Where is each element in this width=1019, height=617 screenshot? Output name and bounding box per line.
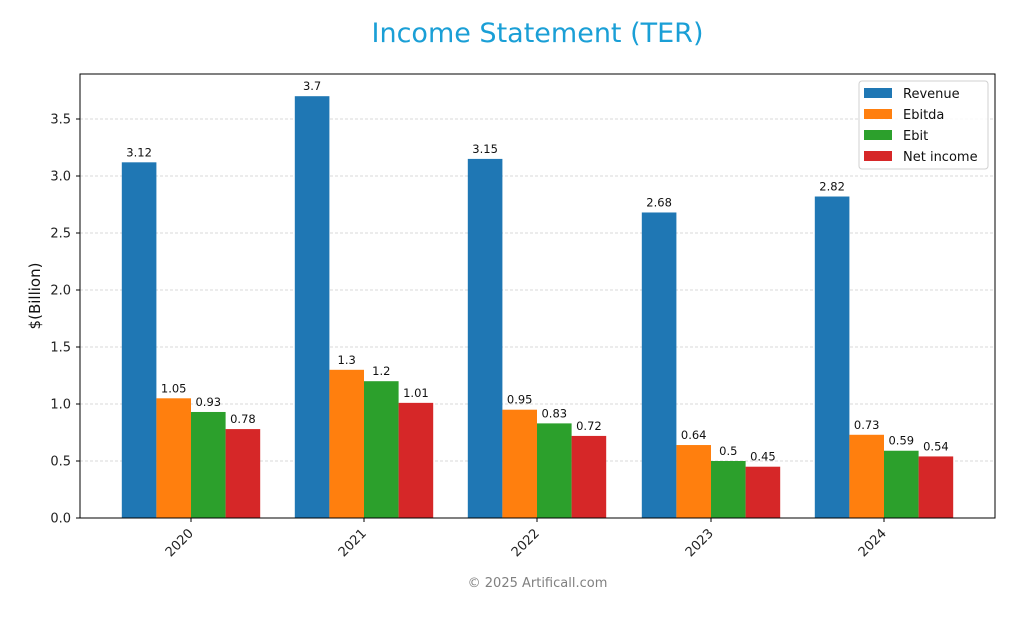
bar-net-income — [918, 456, 954, 518]
x-tick-label: 2023 — [683, 526, 717, 560]
bar-value-label: 0.73 — [854, 418, 880, 432]
y-axis-label: $(Billion) — [26, 263, 44, 330]
bar-value-label: 0.54 — [923, 439, 949, 453]
bar-value-label: 3.15 — [472, 142, 498, 156]
x-tick-label: 2022 — [509, 526, 543, 560]
bar-value-label: 1.01 — [403, 386, 429, 400]
bar-value-label: 0.93 — [195, 395, 221, 409]
bar-ebitda — [502, 409, 537, 518]
legend-label: Net income — [903, 150, 978, 165]
y-tick-label: 0.0 — [50, 512, 71, 527]
plot-frame — [79, 73, 996, 519]
bar-value-label: 1.05 — [161, 381, 187, 395]
bar-ebitda — [676, 445, 711, 518]
bar-ebitda — [329, 369, 364, 518]
x-tick-label: 2021 — [336, 526, 370, 560]
y-tick-label: 1.5 — [50, 341, 71, 356]
bar-value-label: 3.7 — [303, 79, 321, 93]
bar-revenue — [814, 196, 850, 518]
legend-label: Ebit — [903, 129, 928, 144]
bar-value-label: 2.82 — [819, 180, 845, 194]
legend-label: Revenue — [903, 87, 960, 102]
bar-revenue — [294, 96, 330, 518]
y-tick-label: 3.0 — [50, 170, 71, 185]
bar-ebitda — [156, 398, 191, 518]
legend-swatch — [864, 151, 892, 161]
bar-value-label: 0.64 — [681, 428, 707, 442]
y-tick-label: 3.5 — [50, 113, 71, 128]
chart-title: Income Statement (TER) — [371, 18, 704, 49]
bar-ebit — [191, 411, 226, 518]
bar-value-label: 0.59 — [888, 434, 914, 448]
legend-swatch — [864, 88, 892, 98]
legend — [858, 80, 989, 170]
bar-ebitda — [849, 434, 884, 518]
bar-value-label: 0.78 — [230, 412, 256, 426]
bar-value-label: 0.45 — [750, 450, 776, 464]
bar-ebit — [884, 450, 919, 518]
bar-value-label: 0.83 — [541, 406, 567, 420]
bar-value-label: 0.5 — [719, 444, 737, 458]
y-tick-label: 2.0 — [50, 284, 71, 299]
bar-net-income — [745, 466, 781, 518]
legend-label: Ebitda — [903, 108, 944, 123]
bar-value-label: 1.3 — [338, 353, 356, 367]
y-tick-label: 0.5 — [50, 455, 71, 470]
bar-value-label: 3.12 — [126, 145, 152, 159]
bar-revenue — [467, 158, 503, 518]
bar-value-label: 1.2 — [372, 364, 390, 378]
bar-net-income — [571, 435, 607, 518]
legend-swatch — [864, 109, 892, 119]
bar-value-label: 2.68 — [646, 195, 672, 209]
legend-swatch — [864, 130, 892, 140]
bar-revenue — [641, 212, 677, 519]
bar-ebit — [537, 423, 572, 518]
x-tick-label: 2020 — [163, 526, 197, 560]
bar-ebit — [711, 461, 746, 518]
x-tick-label: 2024 — [856, 526, 890, 560]
copyright-footer: © 2025 Artificall.com — [467, 576, 608, 591]
bar-value-label: 0.72 — [576, 419, 602, 433]
bar-value-label: 0.95 — [507, 393, 533, 407]
bar-net-income — [398, 402, 434, 518]
y-tick-label: 2.5 — [50, 227, 71, 242]
y-tick-label: 1.0 — [50, 398, 71, 413]
bar-net-income — [225, 429, 261, 518]
bar-ebit — [364, 381, 399, 518]
bar-revenue — [121, 162, 157, 518]
